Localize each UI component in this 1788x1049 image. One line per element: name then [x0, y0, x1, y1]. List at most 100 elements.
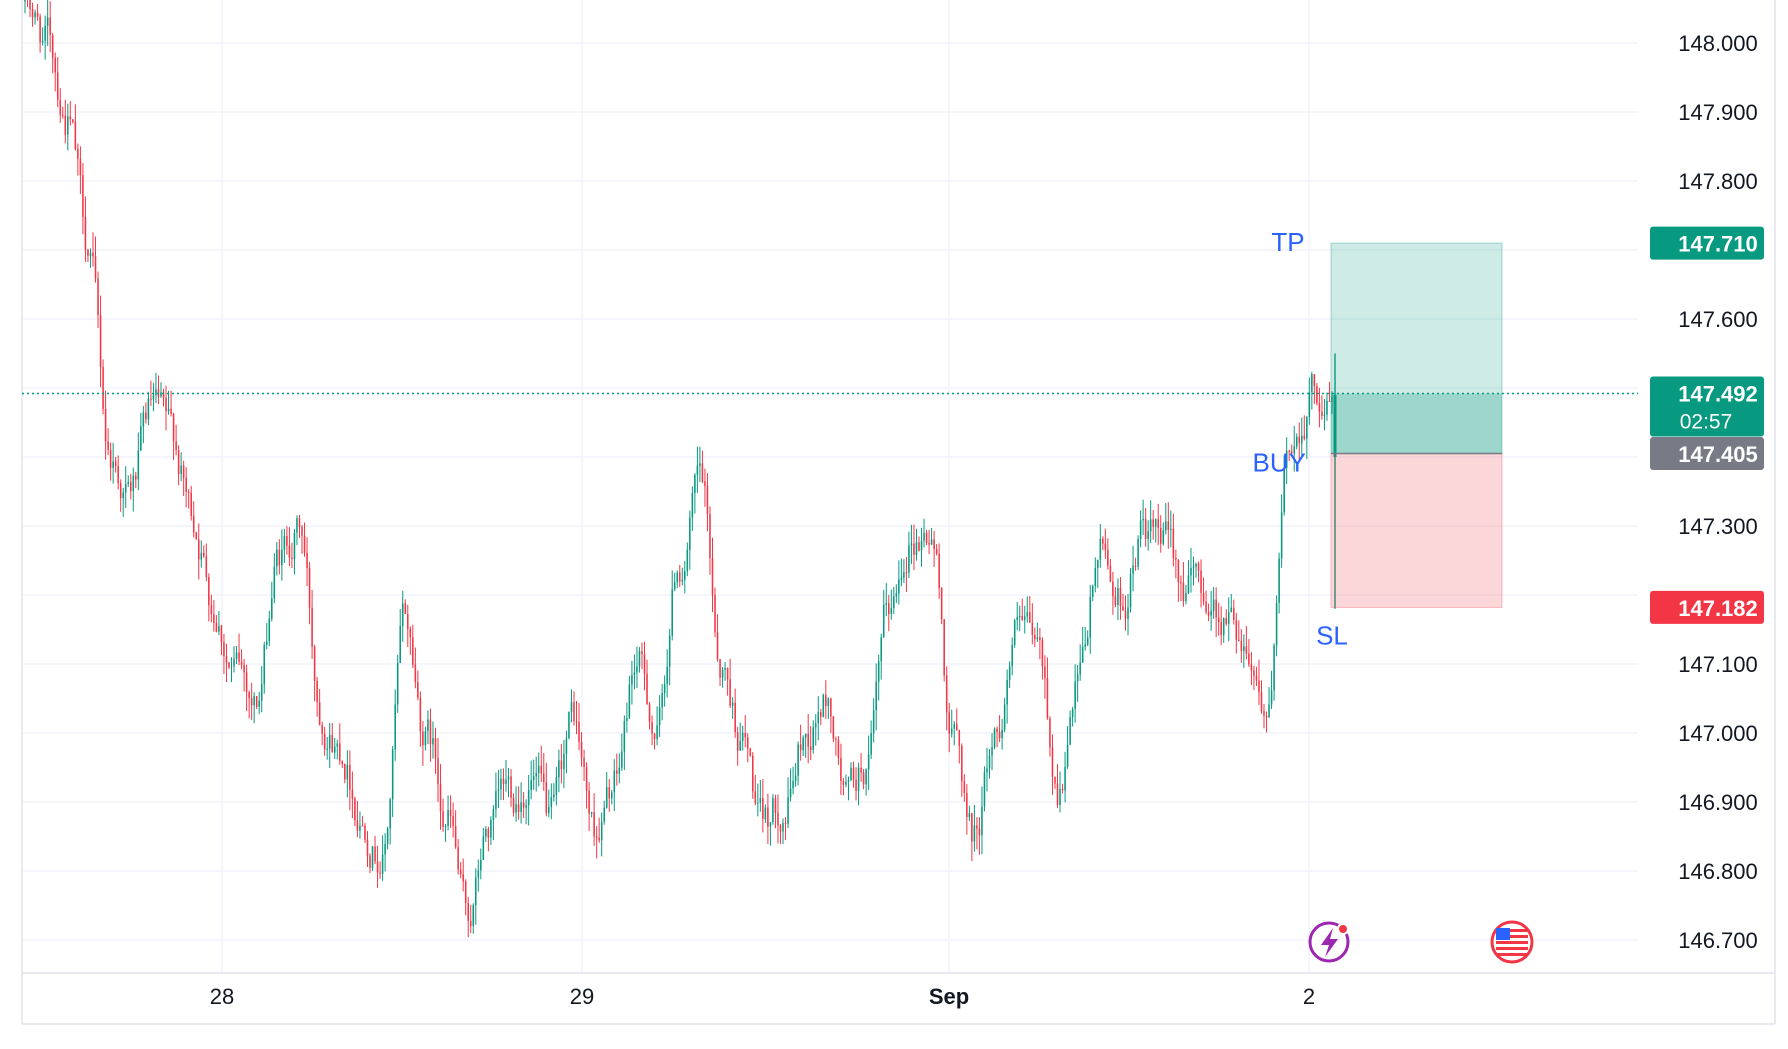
candle [263, 641, 266, 694]
candle [1230, 593, 1233, 613]
candle [966, 784, 968, 835]
candle [412, 624, 414, 668]
candle [1303, 415, 1306, 441]
loss-zone[interactable] [1330, 453, 1503, 608]
candle [361, 816, 364, 827]
candle [1114, 587, 1117, 608]
candle [1112, 571, 1114, 615]
candle [850, 762, 852, 782]
price-tick-label: 146.800 [1678, 859, 1758, 884]
candle [678, 564, 681, 588]
candle [734, 688, 736, 738]
candle [1134, 557, 1137, 571]
candle [762, 779, 764, 833]
lightning-icon[interactable] [1308, 921, 1350, 963]
candle [933, 530, 935, 568]
svg-text:147.492: 147.492 [1678, 382, 1758, 407]
candle [1255, 666, 1258, 687]
candle [447, 795, 449, 831]
candle [177, 445, 180, 486]
candle [109, 442, 112, 481]
candle [565, 730, 568, 774]
candle [804, 733, 807, 758]
profit-zone[interactable] [1330, 242, 1503, 455]
candle [117, 455, 119, 490]
tp-price-badge[interactable]: 147.710 [1650, 226, 1764, 260]
candle [699, 446, 701, 483]
candle [31, 2, 34, 27]
candle [512, 793, 515, 817]
candle [1097, 559, 1099, 589]
candle [585, 762, 588, 809]
candle [1132, 545, 1134, 592]
candle [482, 827, 485, 860]
sl-label[interactable]: SL [1316, 620, 1348, 650]
candle [170, 390, 172, 417]
sl-price-badge[interactable]: 147.182 [1650, 590, 1764, 624]
candle [1081, 626, 1084, 664]
candle [920, 527, 923, 567]
candle [233, 646, 235, 673]
candle [1154, 518, 1157, 543]
svg-text:147.405: 147.405 [1678, 442, 1758, 467]
candle [885, 583, 888, 617]
candle [286, 526, 288, 555]
candle [701, 450, 704, 484]
candle [928, 529, 930, 555]
time-axis[interactable]: 28 29 Sep 2 [210, 984, 1315, 1009]
candle [840, 743, 842, 795]
candle [404, 599, 407, 615]
candle [809, 726, 812, 761]
candle [777, 794, 779, 844]
candle [908, 531, 910, 579]
candle [107, 428, 109, 456]
candle [588, 782, 590, 831]
candle [145, 402, 147, 424]
candle [621, 733, 623, 771]
candle [497, 769, 500, 809]
candle [283, 528, 286, 564]
candle [782, 818, 784, 844]
price-tick-label: 147.800 [1678, 169, 1758, 194]
candle [1245, 626, 1248, 660]
long-position-tool[interactable]: TP BUY SL [1253, 227, 1503, 650]
us-flag-icon[interactable] [1490, 920, 1534, 964]
candle [797, 741, 799, 786]
candle [820, 708, 822, 726]
candles-layer [24, 0, 1337, 938]
candle [1235, 612, 1238, 654]
candle [296, 515, 298, 546]
time-tick-label: Sep [929, 984, 969, 1009]
candle [424, 726, 427, 751]
candle [772, 794, 774, 825]
candle [681, 567, 684, 586]
tp-label[interactable]: TP [1271, 227, 1304, 257]
candle [1313, 374, 1316, 404]
candle [44, 15, 46, 60]
candle [535, 756, 537, 792]
candle [1331, 391, 1333, 415]
candle [726, 667, 729, 696]
candle [175, 424, 177, 456]
candle [1147, 520, 1149, 551]
buy-label[interactable]: BUY [1253, 448, 1306, 478]
price-axis[interactable]: 148.000 147.900 147.800 147.600 147.300 147.1… [1650, 31, 1764, 953]
price-tick-label: 146.700 [1678, 928, 1758, 953]
candle [1175, 549, 1177, 579]
candle [739, 722, 741, 751]
candle [616, 753, 618, 786]
candle [67, 103, 69, 151]
candle [545, 762, 548, 817]
current-price-badge[interactable]: 147.492 02:57 [1650, 376, 1764, 437]
candle [49, 1, 51, 53]
bar-countdown: 02:57 [1680, 411, 1733, 434]
candle [774, 794, 777, 829]
candle [1044, 655, 1046, 699]
candle [346, 750, 349, 798]
candle [364, 823, 366, 843]
candle [467, 896, 470, 938]
candle [1187, 560, 1190, 595]
candle [925, 530, 928, 546]
entry-price-badge[interactable]: 147.405 [1650, 437, 1764, 471]
